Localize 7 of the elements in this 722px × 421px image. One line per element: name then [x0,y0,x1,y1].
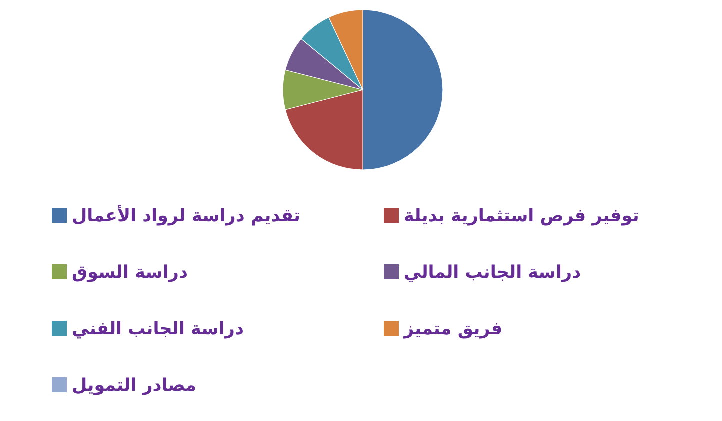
legend-label: تقديم دراسة لرواد الأعمال [72,206,301,226]
legend-label: دراسة الجانب المالي [404,263,582,283]
legend-label: مصادر التمويل [72,376,196,396]
legend-label: توفير فرص استثمارية بديلة [404,206,640,226]
legend-label: دراسة السوق [72,263,188,283]
legend-label: فريق متميز [404,320,503,340]
legend-label: دراسة الجانب الفني [72,320,244,340]
